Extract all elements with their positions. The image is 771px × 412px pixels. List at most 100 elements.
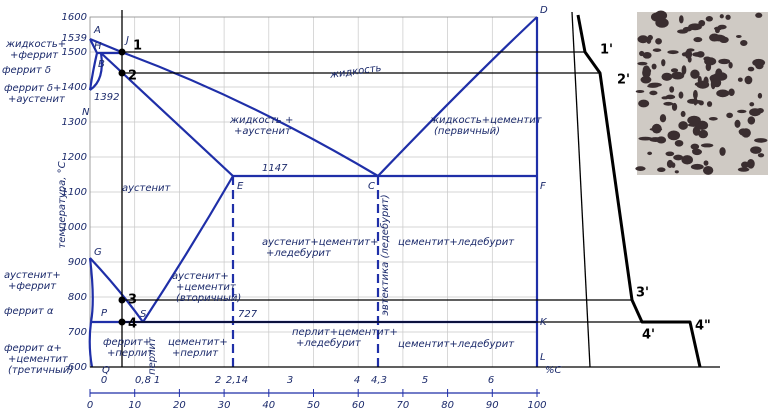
grain (741, 161, 750, 169)
grain (747, 116, 756, 125)
region-label: эвтектика (ледебурит) (379, 194, 391, 315)
region-label: +феррит (10, 50, 59, 61)
point-dot (118, 296, 126, 304)
grain (692, 148, 701, 153)
scale-label: 20 (173, 400, 186, 411)
carbon-label: 5 (422, 375, 428, 386)
scale-label: 50 (307, 400, 320, 411)
level-label: 727 (238, 309, 258, 320)
region-label: +феррит (8, 281, 57, 292)
region-label: перлит+цементит+ (292, 327, 398, 338)
gs-gp-pq (88, 257, 144, 368)
scale-label: 70 (397, 400, 410, 411)
region-label: +аустенит (234, 126, 292, 137)
grain (650, 12, 663, 22)
point-letter: G (94, 247, 102, 258)
grain (638, 136, 653, 141)
carbon-label: 0 (101, 375, 107, 386)
region-label: феррит α+ (4, 343, 62, 354)
grain (669, 86, 675, 93)
point-letter: S (140, 309, 147, 320)
cooling-point: 4" (695, 319, 711, 334)
grain (716, 89, 730, 98)
carbon-label: 2 (215, 375, 221, 386)
grain (755, 12, 763, 18)
grain (728, 88, 735, 96)
grain (754, 138, 768, 143)
alloy-point: 4 (128, 317, 137, 332)
grain (671, 71, 685, 80)
grain (652, 48, 662, 52)
grain (693, 97, 698, 106)
point-letter: F (540, 181, 546, 192)
grain (734, 119, 741, 128)
region-label: +ледебурит (266, 247, 332, 259)
region-label: цементит+ (168, 337, 228, 348)
labels: 1600153915001400139213001200110010009008… (2, 5, 711, 411)
grain (647, 84, 659, 88)
carbon-label: 4,3 (371, 375, 387, 386)
grain (681, 155, 693, 165)
region-label: +перлит (172, 348, 219, 359)
temperature-label: 800 (68, 292, 87, 303)
grain (687, 123, 700, 127)
region-label: (первичный) (434, 126, 500, 137)
alloy-point: 2 (128, 69, 137, 84)
point-letter: N (82, 107, 90, 118)
grain (656, 136, 667, 144)
grain (712, 34, 726, 42)
grain (667, 50, 679, 55)
region-label: феррит+ (103, 337, 151, 348)
grain (698, 129, 709, 139)
grain (719, 14, 724, 19)
scale-label: 10 (128, 400, 141, 411)
grain (694, 82, 703, 87)
carbon-label: 2,14 (226, 375, 248, 386)
region-label: +перлит (107, 348, 154, 359)
region-label: жидкость + (229, 115, 293, 126)
grain (712, 75, 726, 80)
grain (693, 37, 703, 43)
point-dot (118, 69, 126, 77)
grain (637, 35, 649, 44)
temperature-label: 1392 (94, 92, 119, 103)
grain (655, 38, 662, 45)
grain (737, 77, 743, 82)
region-label: феррит δ (2, 65, 51, 76)
grain (726, 112, 733, 119)
grain (708, 116, 718, 121)
region-label: цементит+ледебурит (398, 236, 515, 248)
alloy-point: 1 (133, 39, 142, 54)
grain (712, 78, 722, 88)
grain (756, 107, 764, 114)
grain (674, 170, 679, 174)
region-label: аустенит+ (172, 271, 229, 282)
cooling-point: 2' (617, 73, 630, 88)
point-letter: Q (102, 365, 110, 376)
temperature-label: 1400 (62, 82, 87, 93)
grain (725, 14, 731, 20)
region-label: (третичный) (8, 365, 73, 376)
grain (746, 159, 755, 169)
point-letter: J (124, 35, 129, 46)
level-label: 1147 (262, 163, 288, 174)
grid (90, 17, 537, 367)
region-label: феррит α (4, 306, 54, 317)
grain (637, 61, 648, 66)
temperature-label: 600 (68, 362, 87, 373)
region-label: жидкость (328, 63, 382, 81)
grain (702, 166, 714, 175)
scale-label: 30 (218, 400, 231, 411)
scale-label: 100 (527, 400, 546, 411)
point-letter: B (98, 59, 105, 70)
grain (657, 167, 666, 173)
es-line (142, 175, 234, 323)
grain (735, 34, 742, 38)
grain (738, 128, 750, 136)
point-letter: D (540, 5, 548, 16)
grain (649, 90, 658, 96)
point-letter: A (93, 25, 101, 36)
point-letter: H (94, 41, 102, 52)
region-label: аустенит+цементит+ (262, 237, 378, 248)
